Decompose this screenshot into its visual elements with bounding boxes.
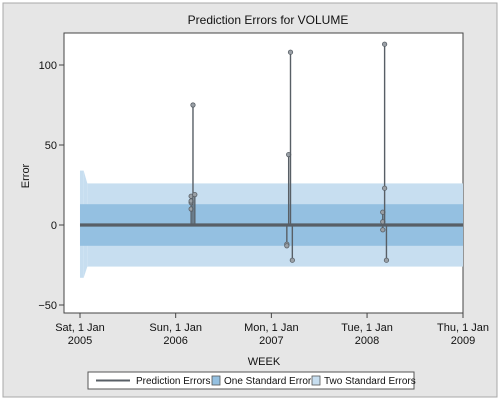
legend-label: Prediction Errors — [136, 376, 210, 387]
prediction-error-point — [383, 257, 390, 263]
y-tick-label: −50 — [38, 300, 57, 312]
y-axis: −50 0 50 100 — [38, 33, 65, 313]
legend-box — [87, 371, 415, 390]
prediction-error-point — [382, 185, 388, 191]
x-tick-label: Sat, 1 Jan — [55, 322, 105, 334]
x-tick-label: Tue, 1 Jan — [341, 322, 393, 334]
prediction-error-series — [79, 41, 463, 263]
x-tick-label: Mon, 1 Jan — [244, 322, 298, 334]
x-tick-label-year: 2006 — [163, 335, 187, 347]
x-tick-label: Sun, 1 Jan — [149, 322, 202, 334]
prediction-error-point — [190, 102, 196, 108]
x-tick-label-year: 2009 — [451, 335, 475, 347]
y-tick-label: 0 — [51, 220, 57, 232]
prediction-error-point — [192, 192, 198, 198]
prediction-error-point — [380, 227, 386, 233]
x-tick-label-year: 2007 — [259, 335, 283, 347]
x-tick-label: Thu, 1 Jan — [437, 322, 489, 334]
prediction-error-point — [287, 49, 294, 55]
prediction-error-point — [289, 257, 295, 263]
x-tick-label-year: 2005 — [68, 335, 92, 347]
y-tick-label: 50 — [45, 140, 57, 152]
prediction-error-point — [284, 243, 290, 249]
legend: Prediction Errors One Standard Error Two S… — [87, 371, 416, 390]
legend-swatch-one-se — [211, 375, 221, 386]
chart-title: Prediction Errors for VOLUME — [188, 13, 349, 27]
y-tick-label: 100 — [39, 60, 57, 72]
legend-label: One Standard Error — [224, 376, 312, 387]
plot-area — [63, 32, 464, 314]
prediction-error-point — [382, 41, 388, 47]
y-axis-label: Error — [20, 163, 32, 188]
x-axis-label: WEEK — [248, 356, 281, 368]
legend-swatch-two-se — [311, 375, 321, 386]
x-tick-label-year: 2008 — [355, 335, 379, 347]
legend-label: Two Standard Errors — [324, 376, 416, 387]
